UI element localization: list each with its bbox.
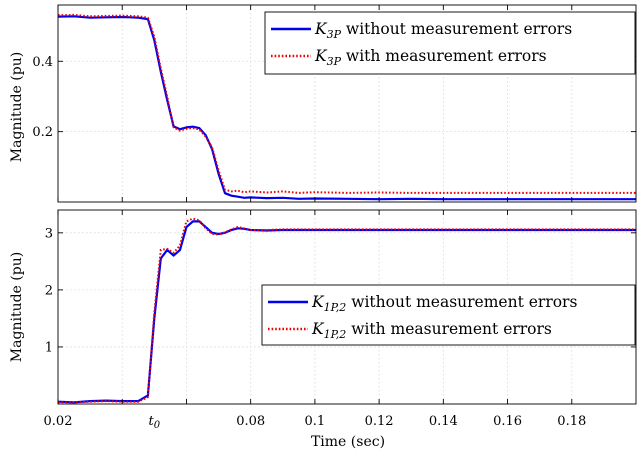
x-tick-label: 0.1 — [305, 414, 326, 429]
y-tick-label: 2 — [45, 283, 53, 298]
x-tick-label: 0.02 — [44, 414, 73, 429]
legend-label-2: K1P,2 with measurement errors — [311, 320, 552, 341]
legend-label-2: K3P with measurement errors — [314, 47, 547, 68]
bottom-legend: K1P,2 without measurement errors K1P,2 wi… — [261, 284, 636, 346]
y-tick-label: 3 — [45, 226, 53, 241]
plot-frame — [57, 209, 637, 405]
series-line-2 — [58, 217, 636, 404]
x-tick-label: 0.18 — [557, 414, 586, 429]
bottom-y-axis-label: Magnitude (pu) — [9, 252, 25, 362]
plot-frame — [57, 4, 637, 203]
y-tick-label: 0.4 — [32, 55, 53, 70]
series-line-2 — [57, 13, 636, 194]
x-axis-label: Time (sec) — [311, 434, 385, 450]
x-tick-label: 0.12 — [365, 414, 394, 429]
legend-box — [264, 11, 636, 75]
x-tick-label: t0 — [149, 414, 161, 431]
x-tick-label: 0.14 — [429, 414, 458, 429]
bottom-panel: 1 2 3 0.02 t0 0.08 0.1 0.12 0.14 0.16 0.18 K1P,2 wi… — [44, 209, 637, 431]
legend-box — [261, 284, 636, 346]
top-legend: K3P without measurement errors K3P with m… — [264, 11, 636, 75]
y-tick-label: 0.2 — [32, 125, 53, 140]
y-tick-label: 1 — [45, 340, 53, 355]
x-tick-label: 0.08 — [236, 414, 265, 429]
legend-label-1: K1P,2 without measurement errors — [311, 293, 577, 314]
x-tick-label: 0.16 — [493, 414, 522, 429]
legend-label-1: K3P without measurement errors — [314, 20, 572, 41]
top-y-axis-label: Magnitude (pu) — [9, 52, 25, 162]
